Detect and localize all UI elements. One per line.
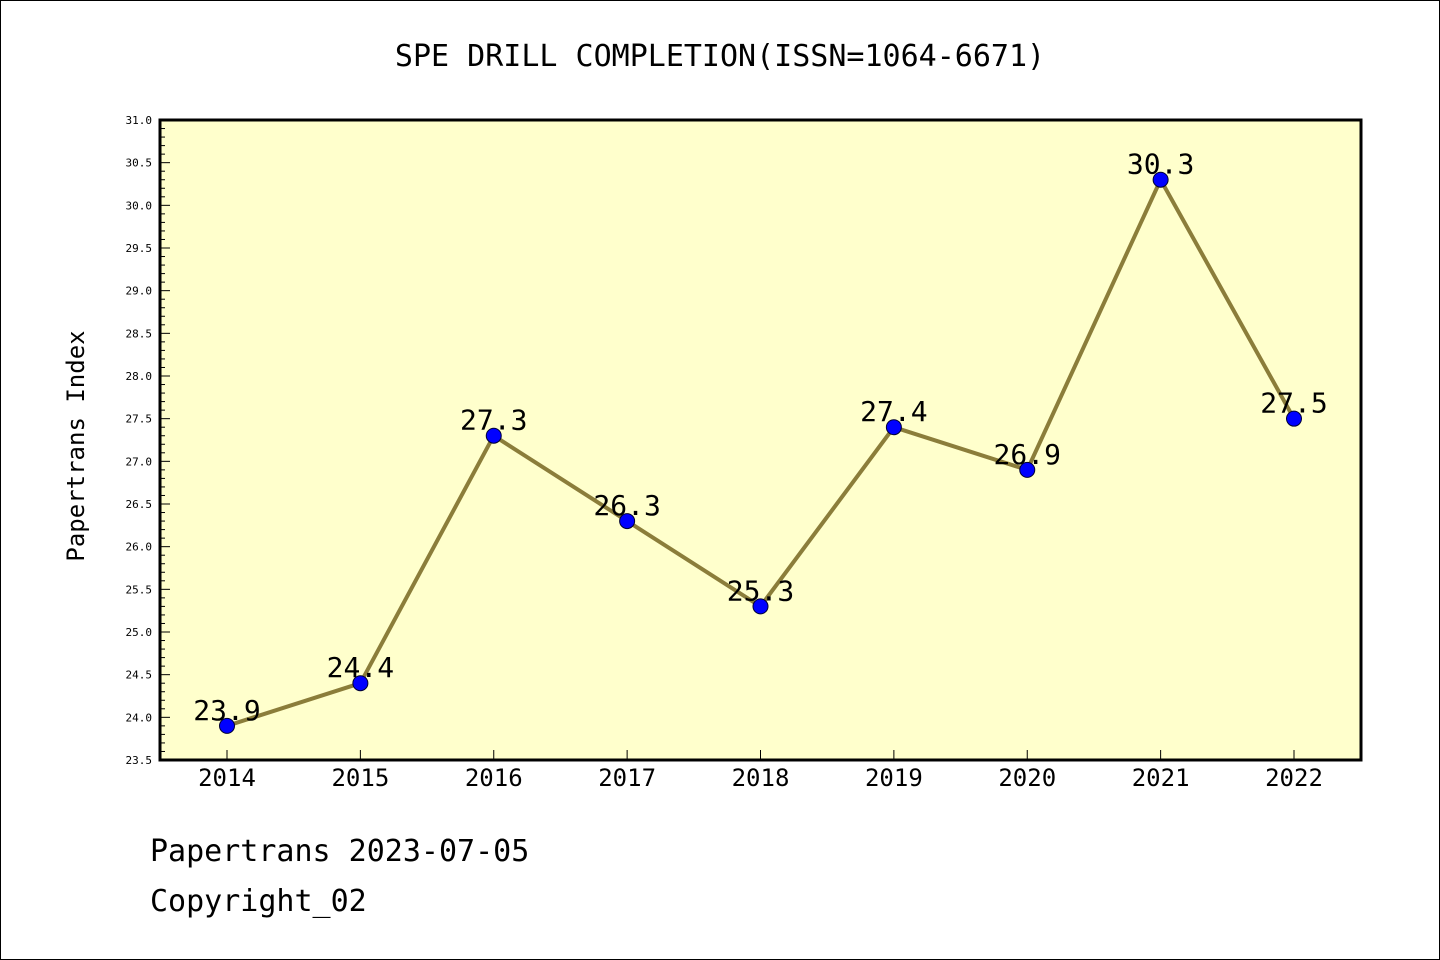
footer-copyright: Copyright_02: [150, 884, 367, 919]
x-tick-label: 2022: [1265, 764, 1323, 792]
x-tick-label: 2018: [732, 764, 790, 792]
y-tick-label: 28.5: [126, 327, 153, 340]
data-point: [1152, 171, 1169, 188]
y-tick-label: 30.0: [126, 199, 153, 212]
data-label: 26.3: [593, 489, 660, 522]
y-tick-label: 26.0: [126, 541, 153, 554]
y-tick-label: 27.0: [126, 455, 153, 468]
data-label: 27.3: [460, 404, 527, 437]
data-label: 23.9: [193, 694, 260, 727]
y-tick-label: 27.5: [126, 413, 153, 426]
y-tick-label: 26.5: [126, 498, 153, 511]
plot-area: [158, 118, 1363, 762]
y-tick-label: 24.5: [126, 669, 153, 682]
x-tick-label: 2014: [198, 764, 256, 792]
data-point: [1286, 410, 1302, 427]
x-axis: 2014 2015 2016 2017 2018 2019 2020 2021 2022: [198, 750, 1323, 792]
x-tick-label: 2017: [598, 764, 656, 792]
x-tick-label: 2021: [1132, 764, 1190, 792]
chart-title: SPE DRILL COMPLETION(ISSN=1064-6671): [395, 39, 1045, 74]
data-label: 25.3: [727, 574, 794, 607]
y-tick-label: 30.5: [126, 157, 153, 170]
data-point: [485, 427, 502, 444]
y-axis-label: Papertrans Index: [62, 330, 90, 561]
y-tick-label: 28.0: [126, 370, 153, 383]
x-tick-label: 2019: [865, 764, 923, 792]
x-tick-label: 2020: [998, 764, 1056, 792]
data-label: 27.5: [1260, 387, 1327, 420]
data-point: [219, 717, 235, 734]
data-point: [885, 419, 902, 436]
y-tick-label: 23.5: [126, 754, 153, 767]
y-tick-label: 25.0: [126, 626, 153, 639]
y-tick-label: 24.0: [126, 711, 153, 724]
y-axis: 23.5 24.0 24.5 25.0 25.5 26.0 26.5 27.0 27.5 28.0…: [126, 114, 170, 767]
data-point: [752, 598, 769, 615]
y-tick-label: 29.5: [126, 242, 153, 255]
data-labels: 23.9 24.4 27.3 26.3 25.3 27.4 26.9 30.3 27.5: [193, 148, 1327, 727]
y-tick-label: 25.5: [126, 583, 153, 596]
data-markers: [219, 171, 1302, 734]
data-label: 24.4: [327, 651, 394, 684]
data-point: [619, 513, 636, 530]
x-tick-label: 2015: [331, 764, 389, 792]
x-tick-label: 2016: [465, 764, 523, 792]
data-point: [352, 675, 369, 692]
y-tick-label: 29.0: [126, 285, 153, 298]
data-label: 27.4: [860, 395, 927, 428]
data-label: 30.3: [1127, 148, 1194, 181]
data-label: 26.9: [994, 438, 1061, 471]
footer-date: Papertrans 2023-07-05: [150, 834, 530, 869]
y-tick-label: 31.0: [126, 114, 153, 127]
data-point: [1019, 461, 1036, 478]
